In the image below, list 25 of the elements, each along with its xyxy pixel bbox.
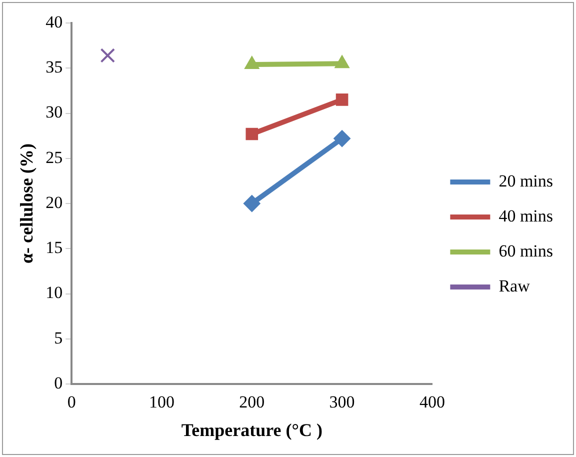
legend-label: Raw [498, 276, 531, 296]
x-tick-label: 300 [329, 392, 355, 412]
y-tick-label: 30 [46, 102, 63, 122]
y-tick-label: 40 [46, 12, 63, 32]
legend-label: 20 mins [498, 171, 553, 190]
point [336, 94, 348, 106]
point [246, 128, 258, 140]
point [334, 130, 351, 148]
y-axis-title: α- cellulose (%) [16, 143, 36, 264]
y-tick-label: 25 [46, 148, 63, 167]
y-tick-label: 20 [46, 192, 63, 212]
x-axis-title: Temperature (°C ) [181, 420, 322, 440]
legend-label: 40 mins [498, 206, 553, 226]
x-tick-label: 100 [148, 392, 174, 412]
y-tick-label: 0 [54, 373, 63, 392]
point [243, 195, 260, 212]
y-tick-label: 35 [46, 58, 63, 77]
legend-label: 60 mins [498, 241, 553, 260]
y-tick-label: 15 [46, 238, 63, 258]
x-tick-label: 200 [239, 392, 265, 412]
y-tick-label: 5 [54, 328, 63, 348]
point [100, 48, 116, 63]
x-tick-label: 0 [67, 392, 76, 412]
y-tick-label: 10 [46, 283, 63, 302]
x-tick-label: 400 [419, 392, 445, 412]
